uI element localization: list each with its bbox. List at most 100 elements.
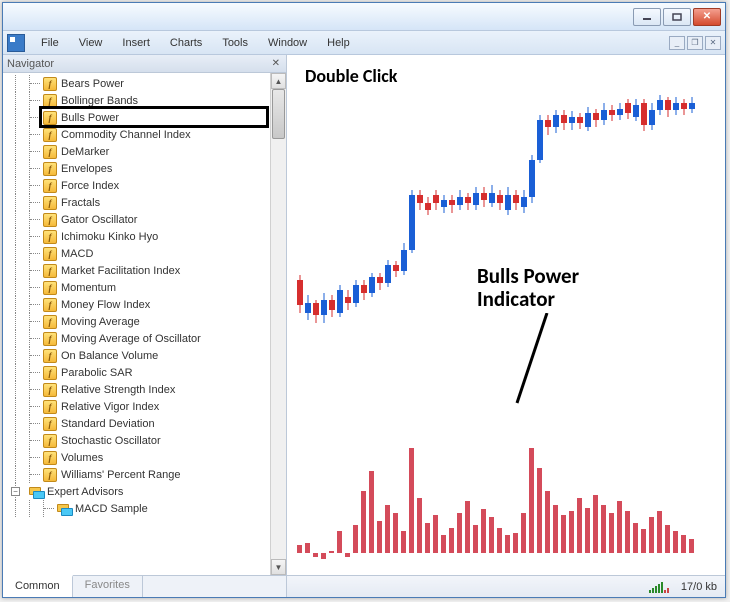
indicator-label: Parabolic SAR (61, 367, 133, 379)
indicator-label: Volumes (61, 452, 103, 464)
candle (601, 55, 607, 395)
indicator-item[interactable]: f Volumes (3, 449, 270, 466)
menu-charts[interactable]: Charts (160, 34, 212, 52)
indicator-item[interactable]: f Moving Average of Oscillator (3, 330, 270, 347)
candle (553, 55, 559, 395)
candle (673, 55, 679, 395)
indicator-label: MACD (61, 248, 93, 260)
tab-common[interactable]: Common (3, 575, 73, 597)
expert-advisors-node[interactable]: − Expert Advisors (3, 483, 270, 500)
indicator-item[interactable]: fMomentum (3, 279, 270, 296)
indicator-label: Williams' Percent Range (61, 469, 180, 481)
candle (689, 55, 695, 395)
menu-tools[interactable]: Tools (212, 34, 258, 52)
indicator-item[interactable]: fForce Index (3, 177, 270, 194)
candle (409, 55, 415, 395)
menu-file[interactable]: File (31, 34, 69, 52)
indicator-label: Moving Average of Oscillator (61, 333, 201, 345)
candle (521, 55, 527, 395)
indicator-item[interactable]: fMoving Average (3, 313, 270, 330)
indicator-item[interactable]: fWilliams' Percent Range (3, 466, 270, 483)
candle (633, 55, 639, 395)
indicator-bar (313, 553, 318, 557)
indicator-item[interactable]: fStochastic Oscillator (3, 432, 270, 449)
indicator-label: Commodity Channel Index (61, 129, 191, 141)
candle (577, 55, 583, 395)
function-icon: f (43, 196, 57, 210)
minimize-button[interactable] (633, 8, 661, 26)
indicator-bar (465, 501, 470, 553)
candle (529, 55, 535, 395)
indicator-item[interactable]: fMarket Facilitation Index (3, 262, 270, 279)
function-icon: f (43, 94, 57, 108)
indicator-item[interactable]: fEnvelopes (3, 160, 270, 177)
candle (505, 55, 511, 395)
function-icon: f (43, 264, 57, 278)
menu-view[interactable]: View (69, 34, 113, 52)
scroll-thumb[interactable] (272, 89, 285, 139)
candle (641, 55, 647, 395)
maximize-button[interactable] (663, 8, 691, 26)
candle (497, 55, 503, 395)
candle (393, 55, 399, 395)
indicator-bar (553, 505, 558, 553)
indicator-bar (377, 521, 382, 553)
candle (441, 55, 447, 395)
indicator-item[interactable]: fRelative Vigor Index (3, 398, 270, 415)
expander-icon[interactable]: − (11, 487, 20, 496)
candle (561, 55, 567, 395)
scroll-down-button[interactable]: ▼ (271, 559, 286, 575)
ea-item[interactable]: MACD Sample (3, 500, 270, 517)
indicator-item[interactable]: fMoney Flow Index (3, 296, 270, 313)
indicator-bar (321, 553, 326, 559)
close-button[interactable]: ✕ (693, 8, 721, 26)
tab-favorites[interactable]: Favorites (73, 576, 143, 597)
mdi-minimize-button[interactable]: _ (669, 36, 685, 50)
chart-area[interactable]: Double Click Bulls Power Indicator 17/0 … (287, 55, 725, 597)
candle (361, 55, 367, 395)
scrollbar[interactable]: ▲ ▼ (270, 73, 286, 575)
candle (585, 55, 591, 395)
indicator-item[interactable]: fDeMarker (3, 143, 270, 160)
indicator-item[interactable]: fMACD (3, 245, 270, 262)
indicator-item[interactable]: f Fractals (3, 194, 270, 211)
indicator-item[interactable]: fIchimoku Kinko Hyo (3, 228, 270, 245)
candle (345, 55, 351, 395)
indicator-bar (409, 448, 414, 553)
indicator-bar (633, 523, 638, 553)
indicator-item[interactable]: fGator Oscillator (3, 211, 270, 228)
indicator-label: Fractals (61, 197, 100, 209)
navigator-close-button[interactable]: ✕ (270, 58, 282, 69)
candle (329, 55, 335, 395)
indicator-item[interactable]: fBollinger Bands (3, 92, 270, 109)
indicator-item[interactable]: fCommodity Channel Index (3, 126, 270, 143)
menu-window[interactable]: Window (258, 34, 317, 52)
menu-help[interactable]: Help (317, 34, 360, 52)
indicator-item[interactable]: fStandard Deviation (3, 415, 270, 432)
expert-advisors-label: Expert Advisors (47, 486, 123, 498)
scroll-up-button[interactable]: ▲ (271, 73, 286, 89)
indicator-label: Force Index (61, 180, 119, 192)
mdi-close-button[interactable]: ✕ (705, 36, 721, 50)
status-traffic: 17/0 kb (681, 581, 717, 593)
navigator-tree[interactable]: fBears PowerfBollinger BandsfBulls Power… (3, 73, 270, 575)
indicator-bar (569, 511, 574, 553)
indicator-label: Relative Vigor Index (61, 401, 159, 413)
candle (385, 55, 391, 395)
indicator-item[interactable]: fBears Power (3, 75, 270, 92)
function-icon: f (43, 315, 57, 329)
function-icon: f (43, 332, 57, 346)
candle (369, 55, 375, 395)
ea-label: MACD Sample (75, 503, 148, 515)
indicator-bar (369, 471, 374, 553)
function-icon: f (43, 417, 57, 431)
indicator-item[interactable]: fOn Balance Volume (3, 347, 270, 364)
indicator-item[interactable]: fParabolic SAR (3, 364, 270, 381)
mdi-restore-button[interactable]: ❐ (687, 36, 703, 50)
candle (457, 55, 463, 395)
indicator-item[interactable]: fBulls Power (3, 109, 270, 126)
indicator-bar (489, 517, 494, 553)
menu-insert[interactable]: Insert (112, 34, 160, 52)
function-icon: f (43, 451, 57, 465)
indicator-item[interactable]: fRelative Strength Index (3, 381, 270, 398)
